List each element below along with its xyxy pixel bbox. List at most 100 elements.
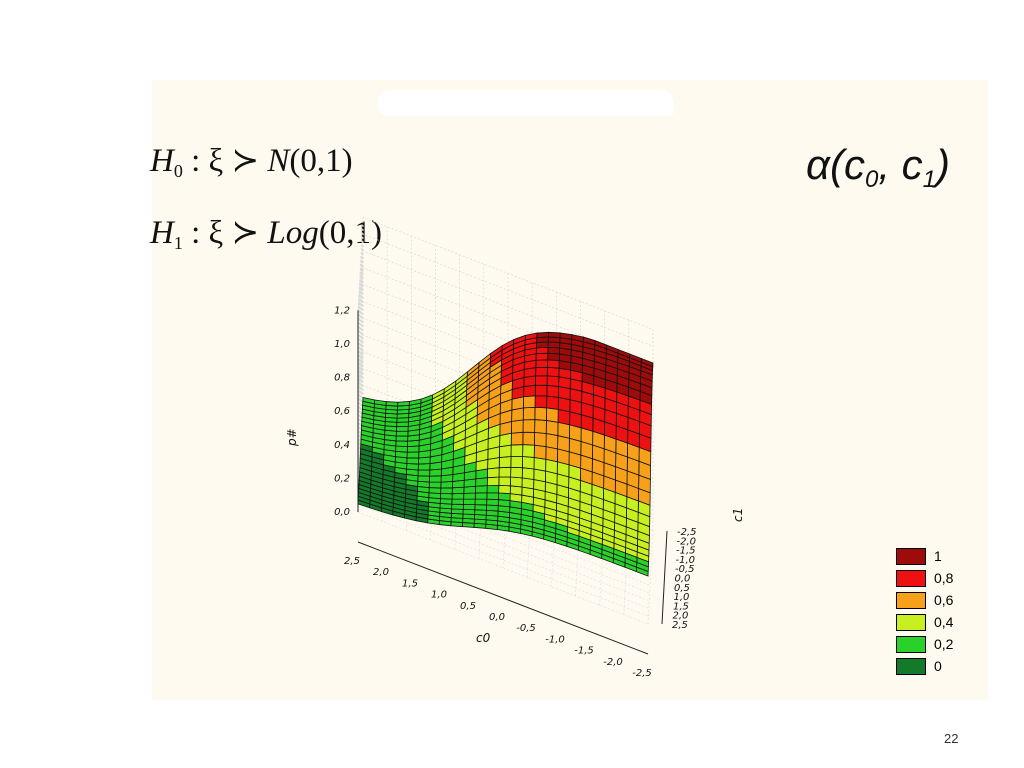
surface-cell <box>417 475 431 483</box>
legend-item: 0,8 <box>896 567 953 589</box>
x-tick-label: 1,5 <box>402 578 418 589</box>
surface-cell <box>486 476 500 487</box>
surface-cell <box>533 431 547 448</box>
surface-cell <box>406 463 419 471</box>
legend-label: 0,8 <box>934 570 954 586</box>
surface-cell <box>534 375 548 386</box>
surface-cell <box>462 504 476 511</box>
legend-item: 0,6 <box>896 589 953 611</box>
surface-cell <box>498 466 512 478</box>
surface-cell <box>523 384 536 398</box>
surface-cell <box>451 493 465 500</box>
surface-cell <box>498 444 512 458</box>
legend-item: 0 <box>896 655 953 677</box>
surface-cell <box>510 431 524 446</box>
hypothesis-h0: H0 : ξ ≻ N(0,1) <box>150 140 353 182</box>
surface-cell <box>428 487 442 494</box>
surface-cell <box>510 456 524 469</box>
h0-subscript: 0 <box>173 161 183 181</box>
surface-cell <box>546 375 560 387</box>
h1-xi: ξ <box>208 215 224 251</box>
y-tick-label: 2,0 <box>673 611 689 622</box>
surface-cell <box>545 419 559 437</box>
x-tick-label: -0,5 <box>516 623 536 634</box>
surface-cell <box>533 444 547 460</box>
alpha-sub1: 1 <box>922 166 937 193</box>
x-tick-label: 2,0 <box>373 567 389 578</box>
surface-cell <box>546 359 560 369</box>
surface-cell <box>451 503 464 510</box>
surface-cell <box>510 444 524 457</box>
hypothesis-h1: H1 : ξ ≻ Log(0,1) <box>150 212 382 254</box>
floor-gridline <box>647 530 654 625</box>
surface-cell <box>545 407 559 423</box>
legend-label: 0,2 <box>934 636 954 652</box>
y-axis-title: c1 <box>731 508 745 522</box>
surface-cell <box>510 419 524 434</box>
surface-cell <box>533 456 547 472</box>
back-wall-gridline <box>357 216 654 330</box>
x-tick-label: -1,0 <box>545 634 565 645</box>
surface-cell <box>474 498 488 506</box>
surface-cell <box>522 431 536 446</box>
surface-cell <box>536 331 550 339</box>
surface-cell <box>521 456 535 470</box>
surface-cell <box>439 498 453 505</box>
x-tick-label: 0,0 <box>489 612 505 623</box>
alpha-prefix: α(c <box>806 141 865 188</box>
alpha-sub0: 0 <box>864 166 879 193</box>
surface-cell <box>462 508 476 515</box>
page-number: 22 <box>944 731 959 746</box>
y-tick-label: 2,5 <box>672 620 688 631</box>
h1-distribution: Log <box>267 215 319 251</box>
surface-cell <box>395 440 409 448</box>
legend-label: 1 <box>934 548 942 564</box>
surface-cell <box>451 498 465 505</box>
x-axis-line <box>357 541 649 655</box>
x-tick-label: 1,0 <box>431 590 447 601</box>
y-tick-label: -1,5 <box>676 546 696 557</box>
legend-swatch <box>896 657 926 675</box>
h0-distribution: N <box>267 143 290 179</box>
header-area <box>378 90 674 116</box>
surface-cell <box>535 366 548 377</box>
surface-cell <box>535 359 549 368</box>
z-tick-label: 0,4 <box>334 440 350 451</box>
z-axis-title: p# <box>285 428 299 447</box>
surface-cell <box>522 395 536 409</box>
y-tick-label: -0,5 <box>675 564 695 575</box>
legend-label: 0 <box>934 658 942 674</box>
surface-cell <box>522 444 535 458</box>
surface-cell <box>522 406 536 421</box>
y-tick-label: -2,0 <box>677 536 697 547</box>
surface-cell <box>546 395 559 410</box>
surface-cell <box>498 476 512 487</box>
surface-cell <box>545 433 559 450</box>
surface-cell <box>406 457 420 465</box>
z-tick-label: 1,0 <box>334 339 350 350</box>
x-tick-label: -2,0 <box>603 657 623 668</box>
y-tick-label: 0,0 <box>675 574 691 585</box>
legend-item: 0,2 <box>896 633 953 655</box>
h1-relation: ≻ <box>223 215 268 251</box>
surface-cell <box>522 419 536 433</box>
surface-cell <box>417 469 431 477</box>
surface-cell <box>474 492 488 500</box>
surface-cell <box>440 487 453 495</box>
y-tick-label: 0,5 <box>674 583 690 594</box>
z-tick-label: 0,8 <box>334 373 350 384</box>
surface-cell <box>395 435 409 442</box>
surface-cell <box>547 346 561 355</box>
surface-cell <box>428 481 442 489</box>
x-axis-title: c0 <box>476 631 491 645</box>
surface-cell <box>510 466 523 479</box>
y-tick-label: 1,0 <box>674 592 690 603</box>
surface-cell <box>509 476 523 488</box>
alpha-mid: , c <box>878 141 923 188</box>
z-tick-label: 0,6 <box>334 406 350 417</box>
h1-colon: : <box>182 215 209 251</box>
h0-symbol: H <box>150 143 174 179</box>
surface-cell <box>497 492 511 502</box>
surface-cell <box>362 397 376 405</box>
